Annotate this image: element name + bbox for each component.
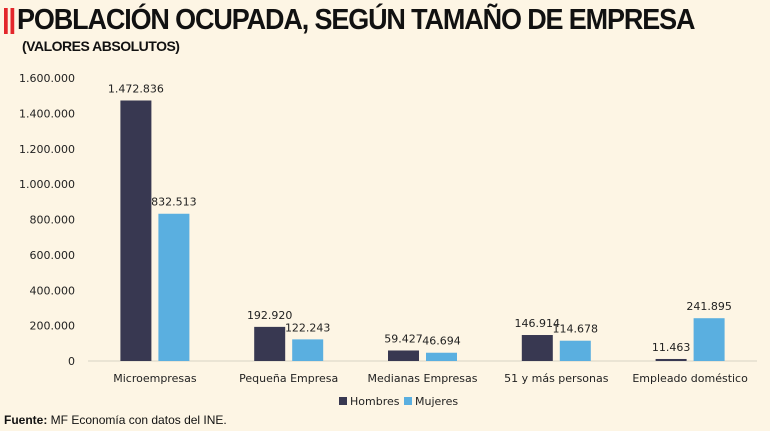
- data-label: 59.427: [384, 332, 423, 345]
- legend-label: Mujeres: [415, 395, 458, 408]
- title-text: POBLACIÓN OCUPADA, SEGÚN TAMAÑO DE EMPRE…: [17, 4, 695, 36]
- data-label: 114.678: [553, 323, 599, 336]
- bar-hombres: [655, 358, 687, 361]
- y-tick-label: 400.000: [30, 284, 76, 297]
- x-tick-label: Pequeña Empresa: [239, 372, 338, 385]
- source-note: Fuente: MF Economía con datos del INE.: [4, 413, 227, 427]
- data-label: 192.920: [247, 309, 293, 322]
- legend-swatch-mujeres: [404, 397, 412, 405]
- data-label: 241.895: [686, 300, 732, 313]
- data-label: 146.914: [515, 317, 561, 330]
- bar-mujeres: [559, 340, 591, 361]
- y-tick-label: 200.000: [30, 320, 76, 333]
- legend-label: Hombres: [350, 395, 400, 408]
- chart-title: POBLACIÓN OCUPADA, SEGÚN TAMAÑO DE EMPRE…: [4, 4, 695, 37]
- y-tick-label: 800.000: [30, 214, 76, 227]
- data-label: 832.513: [151, 196, 197, 209]
- y-tick-label: 1.000.000: [19, 178, 75, 191]
- y-tick-label: 1.600.000: [19, 72, 75, 85]
- x-tick-label: Microempresas: [113, 372, 197, 385]
- title-accent-bar: [10, 7, 15, 34]
- bar-mujeres: [693, 318, 725, 361]
- y-tick-label: 600.000: [30, 249, 76, 262]
- data-label: 1.472.836: [108, 82, 164, 95]
- bar-hombres: [120, 100, 152, 362]
- y-tick-label: 1.200.000: [19, 143, 75, 156]
- data-label: 122.243: [285, 321, 331, 334]
- legend-swatch-hombres: [339, 397, 347, 405]
- y-tick-label: 0: [68, 355, 75, 368]
- x-tick-label: Empleado doméstico: [632, 372, 748, 385]
- chart-subtitle: (VALORES ABSOLUTOS): [22, 38, 180, 54]
- source-label: Fuente:: [4, 413, 48, 427]
- data-label: 46.694: [422, 335, 461, 348]
- bar-hombres: [254, 326, 286, 361]
- x-tick-label: 51 y más personas: [504, 372, 609, 385]
- bar-mujeres: [292, 339, 324, 361]
- bar-mujeres: [158, 213, 190, 361]
- x-tick-label: Medianas Empresas: [368, 372, 478, 385]
- source-text: MF Economía con datos del INE.: [47, 413, 227, 427]
- title-accent-bar: [4, 7, 8, 34]
- bar-mujeres: [426, 352, 457, 361]
- bar-hombres: [521, 335, 553, 361]
- y-tick-label: 1.400.000: [19, 107, 75, 120]
- bar-hombres: [388, 350, 419, 361]
- data-label: 11.463: [652, 341, 691, 354]
